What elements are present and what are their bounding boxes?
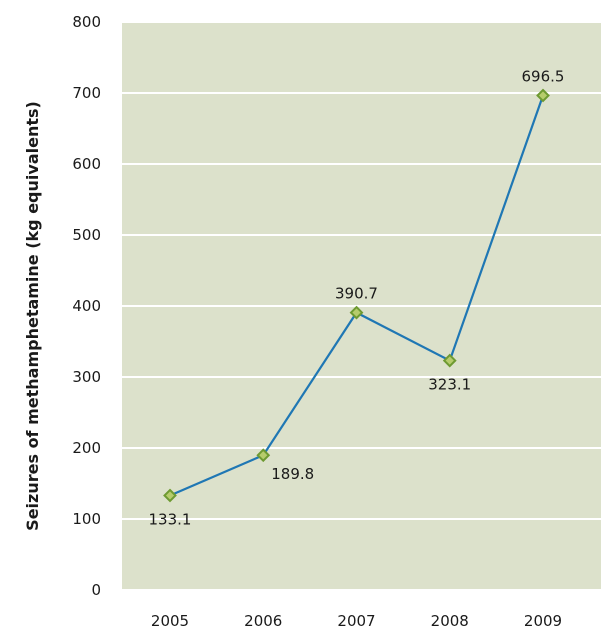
data-label: 390.7	[335, 285, 378, 303]
data-marker	[536, 88, 550, 103]
data-labels: 133.1 189.8 390.7 323.1 696.5	[149, 67, 565, 528]
data-markers	[163, 88, 550, 503]
gridlines	[122, 21, 601, 591]
x-tick-label: 2007	[337, 612, 375, 630]
data-label: 696.5	[522, 67, 565, 85]
y-tick-label: 100	[72, 510, 101, 528]
x-tick-labels: 2005 2006 2007 2008 2009	[151, 612, 562, 630]
x-tick-label: 2005	[151, 612, 189, 630]
x-tick-label: 2008	[431, 612, 469, 630]
y-tick-label: 200	[72, 439, 101, 457]
x-tick-label: 2009	[524, 612, 562, 630]
data-label: 323.1	[428, 376, 471, 394]
data-label: 189.8	[271, 465, 314, 483]
y-tick-label: 0	[91, 581, 101, 599]
data-marker	[256, 448, 271, 463]
data-label: 133.1	[149, 510, 192, 528]
data-marker	[163, 488, 177, 503]
y-tick-label: 800	[72, 13, 101, 31]
y-tick-label: 300	[72, 368, 101, 386]
y-tick-label: 400	[72, 297, 101, 315]
y-tick-label: 500	[72, 226, 101, 244]
y-tick-label: 700	[72, 84, 101, 102]
data-marker	[442, 353, 457, 368]
y-axis-title: Seizures of methamphetamine (kg equivale…	[23, 101, 42, 531]
data-marker	[349, 305, 364, 320]
y-tick-labels: 0 100 200 300 400 500 600 700 800	[72, 13, 101, 599]
x-tick-label: 2006	[244, 612, 282, 630]
y-tick-label: 600	[72, 155, 101, 173]
